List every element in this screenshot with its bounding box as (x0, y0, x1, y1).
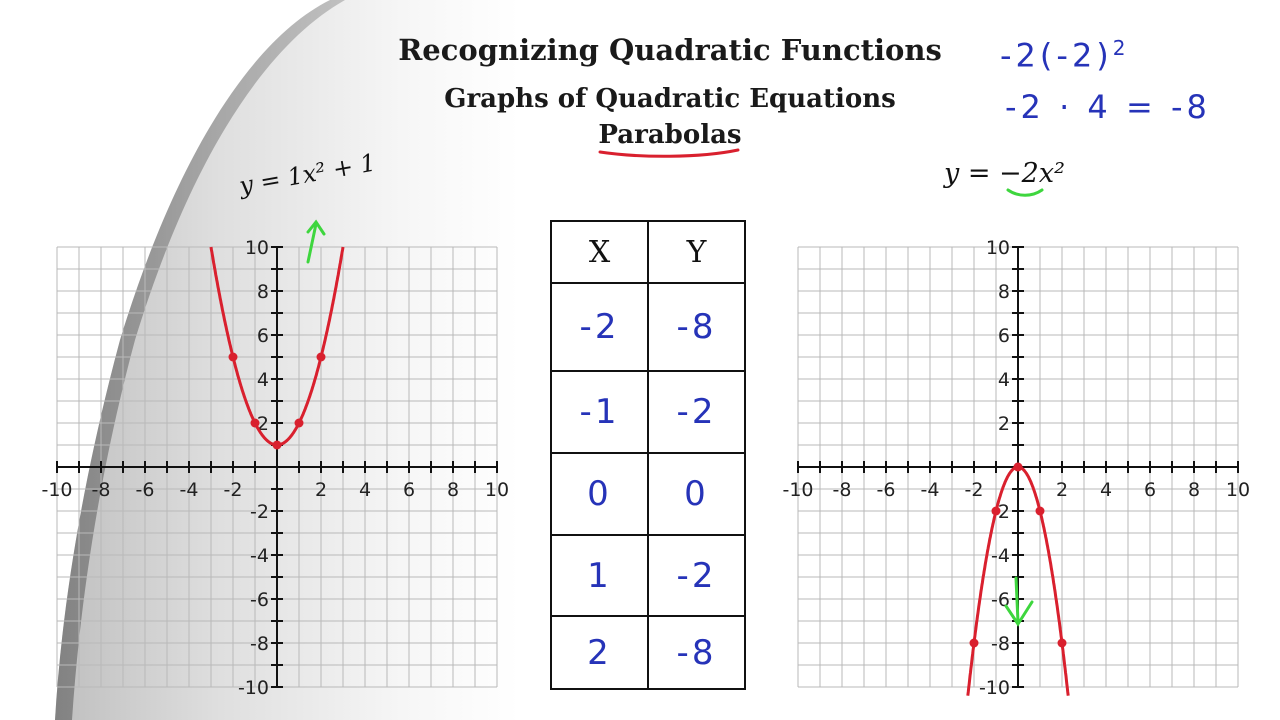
x-tick-label: -6 (136, 479, 155, 501)
table-row-3-x: 0 (587, 474, 612, 514)
y-tick-label: -4 (991, 545, 1010, 567)
table-row-4-x: 1 (587, 555, 612, 596)
y-tick-label: 6 (998, 325, 1010, 347)
table-header-y: Y (686, 234, 707, 270)
table-row-1-x: -2 (579, 307, 620, 347)
plotted-point (272, 440, 282, 450)
x-tick-label: -2 (224, 479, 243, 501)
plotted-point (1035, 506, 1045, 516)
x-tick-label: 4 (1100, 479, 1112, 501)
x-tick-label: 2 (315, 479, 327, 501)
table-row-2-y: -2 (676, 392, 717, 432)
y-tick-label: 2 (998, 413, 1010, 435)
table-row-divider (552, 452, 744, 454)
y-tick-label: 10 (986, 237, 1010, 259)
y-tick-label: -10 (238, 677, 269, 699)
table-row-divider (552, 282, 744, 284)
right-arrow-down (1004, 576, 1034, 627)
x-tick-label: 10 (1226, 479, 1250, 501)
y-tick-label: -4 (250, 545, 269, 567)
plotted-point (316, 352, 326, 362)
y-tick-label: 10 (245, 237, 269, 259)
subtitle: Graphs of Quadratic Equations (444, 84, 896, 114)
y-tick-label: -10 (979, 677, 1010, 699)
x-tick-label: 6 (403, 479, 415, 501)
left-x-tick-labels: -10 -8 -6 -4 -2 2 4 6 8 10 (41, 479, 509, 501)
table-column-divider (647, 222, 649, 688)
plotted-point (294, 418, 304, 428)
table-row-2-x: -1 (579, 392, 620, 432)
plotted-point (228, 352, 238, 362)
x-tick-label: -6 (877, 479, 896, 501)
table-row-divider (552, 370, 744, 372)
topic-title: Parabolas (598, 120, 742, 150)
x-tick-label: -8 (833, 479, 852, 501)
left-arrow-up (306, 219, 326, 264)
plotted-point (991, 506, 1001, 516)
y-tick-label: -8 (250, 633, 269, 655)
right-x-tick-labels: -10 -8 -6 -4 -2 2 4 6 8 10 (782, 479, 1250, 501)
x-tick-label: -4 (180, 479, 199, 501)
x-tick-label: -10 (41, 479, 72, 501)
plotted-point (969, 638, 979, 648)
x-tick-label: 6 (1144, 479, 1156, 501)
table-row-divider (552, 615, 744, 617)
x-tick-label: -2 (965, 479, 984, 501)
table-row-3-y: 0 (684, 474, 709, 514)
x-tick-label: 10 (485, 479, 509, 501)
work-line-1-text: -2(-2) (1000, 36, 1113, 75)
x-tick-label: 8 (447, 479, 459, 501)
table-row-4-y: -2 (676, 555, 717, 596)
y-tick-label: 4 (257, 369, 269, 391)
y-tick-label: 8 (998, 281, 1010, 303)
right-plotted-points (969, 462, 1067, 648)
left-axes (56, 246, 498, 688)
left-plotted-points (228, 352, 326, 450)
x-tick-label: -10 (782, 479, 813, 501)
x-tick-label: -8 (92, 479, 111, 501)
x-tick-label: 4 (359, 479, 371, 501)
y-tick-label: 4 (998, 369, 1010, 391)
y-tick-label: -8 (991, 633, 1010, 655)
work-line-1-exponent: 2 (1112, 36, 1130, 60)
plotted-point (1013, 462, 1023, 472)
table-row-5-y: -8 (676, 632, 717, 673)
y-tick-label: 8 (257, 281, 269, 303)
right-graph-equation: y = −2x² (944, 158, 1065, 189)
right-coefficient-underline (1006, 188, 1044, 197)
table-row-divider (552, 534, 744, 536)
main-title: Recognizing Quadratic Functions (398, 33, 942, 67)
plotted-point (250, 418, 260, 428)
plotted-point (1057, 638, 1067, 648)
table-row-1-y: -8 (676, 307, 717, 347)
y-tick-label: -6 (250, 589, 269, 611)
x-tick-label: -4 (921, 479, 940, 501)
xy-value-table: X Y -2 -8 -1 -2 0 0 1 -2 2 -8 (550, 220, 746, 690)
work-line-2: -2 · 4 = -8 (1005, 88, 1211, 126)
y-tick-label: 6 (257, 325, 269, 347)
x-tick-label: 2 (1056, 479, 1068, 501)
y-tick-label: -2 (250, 501, 269, 523)
table-header-x: X (588, 234, 611, 270)
table-row-5-x: 2 (587, 632, 612, 673)
work-line-1: -2(-2)2 (1000, 36, 1130, 75)
x-tick-label: 8 (1188, 479, 1200, 501)
